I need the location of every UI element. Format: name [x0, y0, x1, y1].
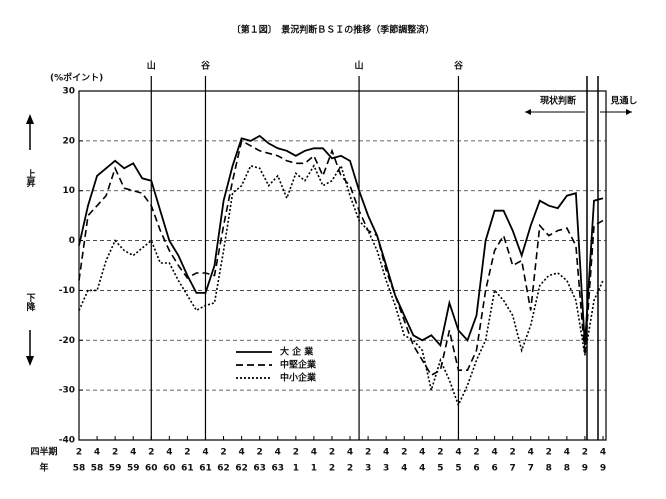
x-tick-label: 4 — [455, 448, 461, 458]
x-tick-label: 4 — [383, 448, 389, 458]
x-tick-label: 2 — [546, 448, 552, 458]
year-label: 62 — [217, 464, 230, 474]
year-label: 2 — [329, 464, 335, 474]
y-tick-label: 10 — [62, 186, 75, 196]
y-axis-label: (%ポイント) — [50, 72, 103, 84]
y-tick-label: 20 — [62, 136, 75, 146]
x-tick-label: 4 — [419, 448, 425, 458]
period-arrows — [525, 109, 632, 115]
plot-frame — [78, 90, 607, 441]
series-line — [78, 163, 604, 408]
year-label: 59 — [109, 464, 122, 474]
up-arrow — [26, 114, 34, 150]
legend-label: 大 企 業 — [280, 346, 314, 358]
x-tick-label: 2 — [257, 448, 263, 458]
year-label: 1 — [311, 464, 317, 474]
x-tick-label: 2 — [365, 448, 371, 458]
year-label: 9 — [600, 464, 606, 474]
down-arrow — [26, 330, 34, 366]
year-label: 6 — [491, 464, 497, 474]
year-label: 5 — [437, 464, 443, 474]
year-label: 6 — [473, 464, 479, 474]
year-label: 59 — [127, 464, 140, 474]
period-label: 見通し — [609, 95, 637, 107]
year-label: 7 — [528, 464, 534, 474]
chart-title: 〔第１図〕 景況判断ＢＳＩの推移（季節調整済） — [232, 24, 435, 36]
year-label: 3 — [365, 464, 371, 474]
x-tick-label: 4 — [600, 448, 606, 458]
period-label: 現状判断 — [540, 95, 576, 107]
x-tick-label: 2 — [293, 448, 299, 458]
side-label: 上昇 — [25, 168, 36, 188]
y-tick-label: -30 — [59, 386, 75, 396]
x-tick-label: 2 — [582, 448, 588, 458]
year-label: 2 — [347, 464, 353, 474]
x-tick-label: 2 — [473, 448, 479, 458]
x-tick-label: 4 — [491, 448, 497, 458]
x-tick-label: 4 — [311, 448, 317, 458]
x-tick-label: 4 — [564, 448, 570, 458]
year-label: 4 — [401, 464, 407, 474]
year-row-label: 年 — [39, 462, 48, 474]
x-tick-label: 2 — [112, 448, 118, 458]
x-tick-label: 4 — [528, 448, 534, 458]
year-label: 9 — [582, 464, 588, 474]
series-line — [78, 139, 604, 377]
x-tick-label: 2 — [401, 448, 407, 458]
year-label: 61 — [181, 464, 194, 474]
cycle-label: 山 — [355, 60, 364, 72]
year-label: 8 — [546, 464, 552, 474]
x-tick-label: 4 — [275, 448, 281, 458]
year-label: 58 — [73, 464, 86, 474]
cycle-label: 谷 — [201, 60, 211, 72]
year-label: 60 — [145, 464, 158, 474]
y-tick-label: 0 — [69, 236, 75, 246]
x-tick-label: 2 — [437, 448, 443, 458]
cycle-label: 山 — [147, 60, 156, 72]
year-label: 8 — [564, 464, 570, 474]
year-label: 61 — [199, 464, 212, 474]
y-tick-label: -20 — [59, 336, 75, 346]
x-tick-label: 2 — [329, 448, 335, 458]
y-tick-label: 30 — [62, 87, 75, 97]
year-label: 60 — [163, 464, 176, 474]
legend-label: 中堅企業 — [280, 359, 317, 371]
year-label: 7 — [510, 464, 516, 474]
series-line — [78, 134, 604, 348]
year-label: 5 — [455, 464, 461, 474]
x-tick-label: 4 — [94, 448, 100, 458]
x-tick-label: 2 — [184, 448, 190, 458]
x-tick-label: 4 — [202, 448, 208, 458]
year-label: 62 — [235, 464, 248, 474]
x-tick-label: 4 — [130, 448, 136, 458]
year-label: 3 — [383, 464, 389, 474]
year-label: 58 — [91, 464, 104, 474]
y-tick-label: -10 — [59, 286, 75, 296]
quarter-row-label: 四半期 — [30, 446, 57, 458]
year-label: 4 — [419, 464, 425, 474]
x-tick-label: 2 — [220, 448, 226, 458]
x-tick-label: 2 — [76, 448, 82, 458]
y-tick-label: -40 — [59, 436, 75, 446]
legend-label: 中小企業 — [280, 372, 317, 384]
year-label: 63 — [253, 464, 266, 474]
side-label: 下降 — [25, 293, 36, 312]
x-tick-label: 4 — [238, 448, 244, 458]
x-tick-label: 4 — [166, 448, 172, 458]
x-tick-label: 2 — [510, 448, 516, 458]
year-label: 1 — [293, 464, 299, 474]
x-tick-label: 4 — [347, 448, 353, 458]
x-tick-label: 2 — [148, 448, 154, 458]
cycle-label: 谷 — [454, 60, 464, 72]
year-label: 63 — [271, 464, 284, 474]
